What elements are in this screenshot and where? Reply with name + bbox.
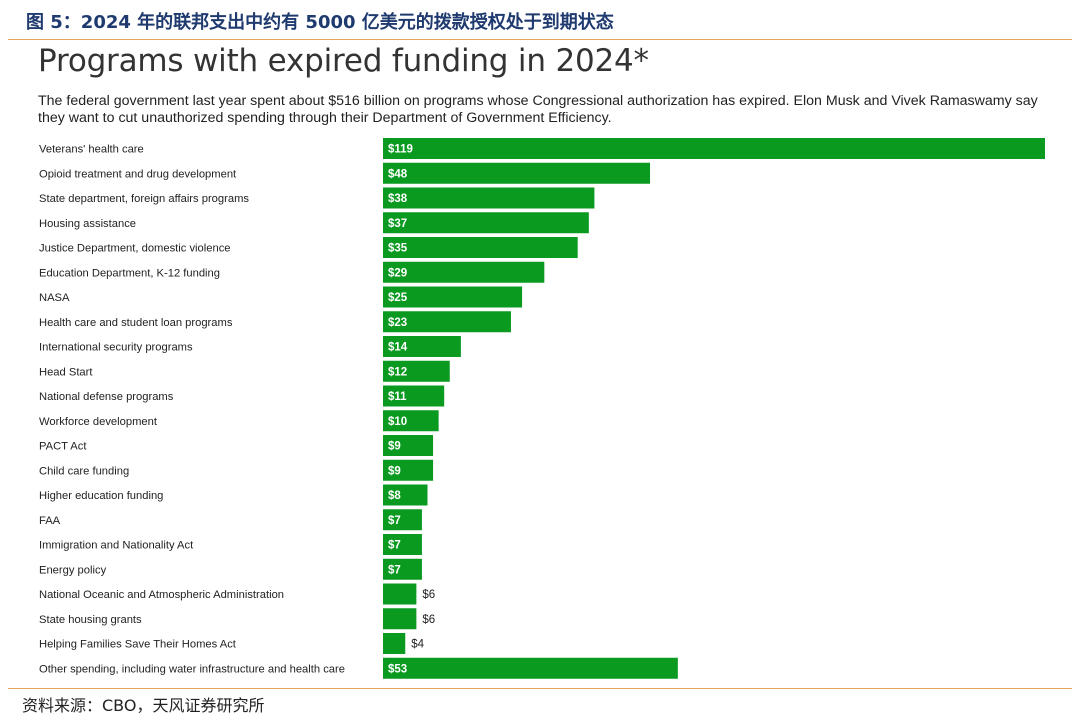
data-label: $9	[388, 441, 401, 453]
bar	[383, 385, 445, 407]
bar	[383, 138, 1045, 159]
category-label: Helping Families Save Their Homes Act	[39, 639, 237, 651]
category-label: National defense programs	[39, 391, 174, 403]
category-label: Veterans' health care	[39, 144, 144, 156]
data-label: $8	[388, 490, 401, 502]
category-label: Other spending, including water infrastr…	[39, 663, 345, 675]
bar	[383, 435, 434, 456]
category-label: Housing assistance	[39, 218, 136, 230]
data-label: $29	[388, 267, 407, 279]
data-label: $14	[388, 342, 408, 354]
data-label: $35	[388, 243, 408, 255]
data-label: $25	[388, 292, 408, 304]
category-label: Energy policy	[39, 564, 107, 576]
chart-title: Programs with expired funding in 2024*	[38, 43, 649, 79]
category-label: International security programs	[39, 342, 193, 354]
category-label: PACT Act	[39, 441, 87, 453]
bar	[383, 311, 511, 333]
bar	[383, 410, 439, 432]
data-label: $119	[388, 144, 413, 156]
category-label: Justice Department, domestic violence	[39, 243, 231, 255]
category-label: Opioid treatment and drug development	[39, 168, 237, 180]
bar	[383, 286, 523, 308]
bar	[383, 212, 589, 234]
bar	[383, 633, 406, 654]
data-label: $6	[422, 589, 435, 601]
bar	[383, 608, 417, 630]
figure-caption: 图 5：2024 年的联邦支出中约有 5000 亿美元的拨款授权处于到期状态	[26, 12, 614, 33]
data-label: $7	[388, 515, 401, 527]
bottom-divider	[8, 688, 1072, 689]
data-label: $37	[388, 218, 407, 230]
bar	[383, 187, 595, 209]
bar	[383, 336, 461, 357]
category-label: Workforce development	[39, 416, 158, 428]
bar	[383, 583, 417, 605]
bar	[383, 534, 422, 555]
category-label: Higher education funding	[39, 490, 163, 502]
data-label: $10	[388, 416, 407, 428]
bar	[383, 484, 428, 506]
category-label: Health care and student loan programs	[39, 317, 233, 329]
bar	[383, 162, 651, 184]
data-label: $11	[388, 391, 407, 403]
bar	[383, 261, 545, 283]
data-label: $6	[422, 614, 435, 626]
category-label: NASA	[39, 292, 70, 304]
chart-subtitle: The federal government last year spent a…	[38, 93, 1038, 126]
data-label: $38	[388, 193, 408, 205]
bar	[383, 657, 678, 679]
data-label: $23	[388, 317, 407, 329]
bar	[383, 509, 422, 531]
bar	[383, 360, 450, 382]
data-label: $4	[411, 639, 424, 651]
top-divider	[8, 39, 1072, 40]
category-label: State department, foreign affairs progra…	[39, 193, 249, 205]
data-label: $7	[388, 564, 401, 576]
category-label: Education Department, K-12 funding	[39, 267, 220, 279]
data-label: $7	[388, 540, 401, 552]
data-label: $12	[388, 366, 407, 378]
bar	[383, 237, 578, 258]
category-label: Child care funding	[39, 465, 129, 477]
data-label: $48	[388, 168, 408, 180]
source-note: 资料来源：CBO，天风证券研究所	[22, 696, 265, 715]
category-label: State housing grants	[39, 614, 142, 626]
bar	[383, 459, 434, 481]
category-label: National Oceanic and Atmospheric Adminis…	[39, 589, 284, 601]
category-label: Head Start	[39, 366, 93, 378]
bar	[383, 558, 422, 580]
data-label: $9	[388, 465, 401, 477]
category-label: FAA	[39, 515, 61, 527]
data-label: $53	[388, 663, 407, 675]
category-label: Immigration and Nationality Act	[39, 540, 194, 552]
